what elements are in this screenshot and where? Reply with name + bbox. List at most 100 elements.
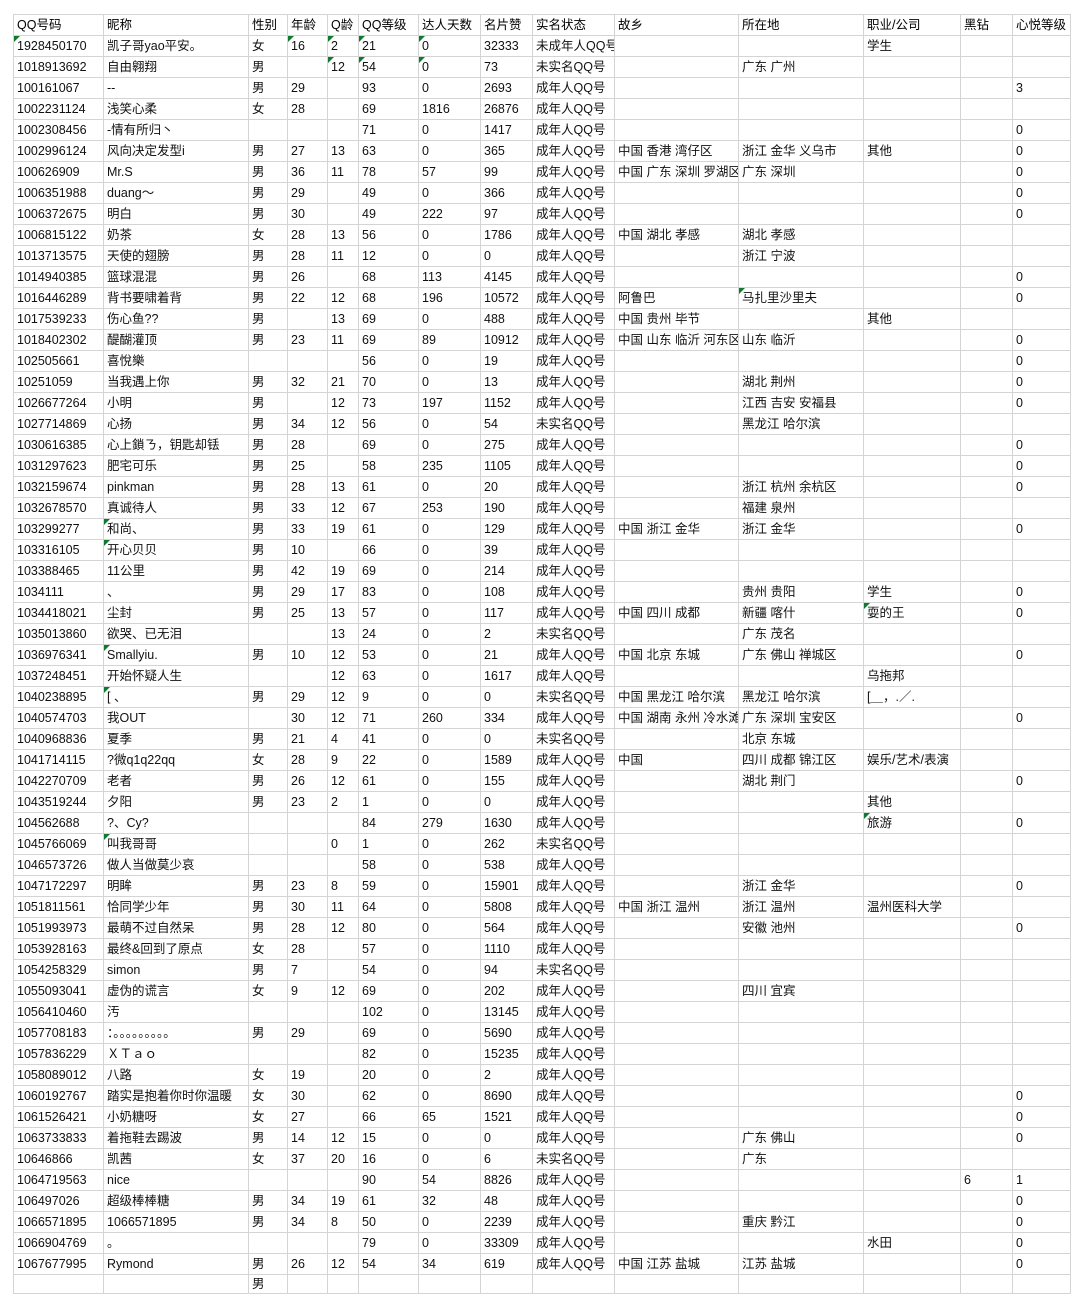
cell-darendays[interactable]: 0 (418, 791, 481, 813)
cell-gender[interactable]: 男 (248, 413, 288, 435)
cell-qq[interactable]: 1043519244 (13, 791, 104, 813)
cell-hometown[interactable] (614, 1148, 739, 1170)
cell-job[interactable] (863, 959, 961, 981)
cell-gender[interactable]: 男 (248, 1022, 288, 1044)
cell-qage[interactable] (327, 1274, 359, 1294)
table-row[interactable]: 1066904769。 79 0 33309 成年人QQ号 水田 0 (13, 1232, 1071, 1254)
cell-location[interactable] (738, 35, 864, 57)
cell-xinyue[interactable]: 0 (1012, 1085, 1071, 1107)
cell-location[interactable]: 浙江 宁波 (738, 245, 864, 267)
cell-diamond[interactable] (960, 1211, 1013, 1233)
cell-job[interactable]: 旅游 (863, 812, 961, 834)
cell-hometown[interactable]: 中国 湖南 永州 冷水滩区 (614, 707, 739, 729)
cell-hometown[interactable]: 中国 浙江 温州 (614, 896, 739, 918)
cell-age[interactable]: 34 (287, 1190, 328, 1212)
cell-location[interactable] (738, 938, 864, 960)
cell-qq[interactable]: 1053928163 (13, 938, 104, 960)
cell-qlevel[interactable]: 102 (358, 1001, 419, 1023)
cell-darendays[interactable] (418, 1274, 481, 1294)
cell-diamond[interactable] (960, 413, 1013, 435)
table-row[interactable]: 1017539233 伤心鱼?? 男 13 69 0 488 成年人QQ号 中国 贵州 毕节 其他 (13, 308, 1071, 330)
cell-hometown[interactable]: 中国 广东 深圳 罗湖区 (614, 161, 739, 183)
column-header-cardlike[interactable]: 名片赞 (480, 14, 533, 36)
cell-qq[interactable]: 103299277 (13, 518, 104, 540)
cell-qage[interactable]: 12 (327, 980, 359, 1002)
cell-realname[interactable]: 成年人QQ号 (532, 98, 615, 120)
cell-nick[interactable]: 虚伪的谎言 (103, 980, 249, 1002)
cell-cardlike[interactable]: 0 (480, 791, 533, 813)
cell-nick[interactable]: 肥宅可乐 (103, 455, 249, 477)
cell-location[interactable] (738, 1022, 864, 1044)
cell-gender[interactable] (248, 854, 288, 876)
cell-hometown[interactable] (614, 812, 739, 834)
cell-diamond[interactable] (960, 854, 1013, 876)
table-row[interactable]: 1058089012 八路女 19 20 0 2 成年人QQ号 (13, 1064, 1071, 1086)
cell-location[interactable] (738, 539, 864, 561)
cell-location[interactable] (738, 665, 864, 687)
cell-hometown[interactable] (614, 1190, 739, 1212)
cell-darendays[interactable]: 0 (418, 77, 481, 99)
cell-qq[interactable]: 1014940385 (13, 266, 104, 288)
cell-location[interactable]: 浙江 金华 (738, 518, 864, 540)
table-row[interactable]: 男 (13, 1274, 1071, 1294)
cell-location[interactable] (738, 77, 864, 99)
cell-qq[interactable]: 1006815122 (13, 224, 104, 246)
cell-qlevel[interactable]: 69 (358, 329, 419, 351)
cell-realname[interactable]: 未实名QQ号 (532, 833, 615, 855)
cell-qq[interactable]: 1034418021 (13, 602, 104, 624)
cell-diamond[interactable] (960, 1232, 1013, 1254)
cell-hometown[interactable]: 中国 (614, 749, 739, 771)
cell-qq[interactable]: 1016446289 (13, 287, 104, 309)
cell-location[interactable]: 江西 吉安 安福县 (738, 392, 864, 414)
cell-hometown[interactable] (614, 1085, 739, 1107)
cell-location[interactable] (738, 560, 864, 582)
cell-darendays[interactable]: 197 (418, 392, 481, 414)
table-row[interactable]: 1056410460 汚 102 0 13145 成年人QQ号 (13, 1001, 1071, 1023)
cell-hometown[interactable] (614, 1169, 739, 1191)
cell-darendays[interactable]: 0 (418, 434, 481, 456)
cell-gender[interactable]: 男 (248, 1253, 288, 1275)
cell-diamond[interactable] (960, 203, 1013, 225)
cell-qage[interactable] (327, 77, 359, 99)
cell-location[interactable] (738, 1106, 864, 1128)
cell-xinyue[interactable]: 0 (1012, 203, 1071, 225)
cell-diamond[interactable] (960, 77, 1013, 99)
cell-realname[interactable]: 成年人QQ号 (532, 287, 615, 309)
cell-qage[interactable]: 13 (327, 140, 359, 162)
table-row[interactable]: 1051993973 最萌不过自然呆男 28 12 80 0 564 成年人QQ号 安徽 池州 0 (13, 917, 1071, 939)
cell-darendays[interactable]: 32 (418, 1190, 481, 1212)
cell-nick[interactable]: 醍醐灌顶 (103, 329, 249, 351)
cell-darendays[interactable]: 0 (418, 1127, 481, 1149)
cell-qq[interactable]: 1041714115 (13, 749, 104, 771)
cell-job[interactable]: 学生 (863, 581, 961, 603)
table-row[interactable]: 1067677995 Rymond 男 26 12 54 34 619 成年人QQ号 中国 江苏 … (13, 1253, 1071, 1275)
cell-qage[interactable]: 12 (327, 644, 359, 666)
cell-qlevel[interactable]: 64 (358, 896, 419, 918)
cell-cardlike[interactable] (480, 1274, 533, 1294)
cell-qlevel[interactable]: 69 (358, 1022, 419, 1044)
cell-cardlike[interactable]: 13145 (480, 1001, 533, 1023)
cell-hometown[interactable] (614, 497, 739, 519)
cell-diamond[interactable] (960, 140, 1013, 162)
cell-xinyue[interactable]: 0 (1012, 1211, 1071, 1233)
cell-cardlike[interactable]: 0 (480, 245, 533, 267)
cell-qlevel[interactable] (358, 1274, 419, 1294)
cell-darendays[interactable]: 0 (418, 581, 481, 603)
cell-cardlike[interactable]: 10912 (480, 329, 533, 351)
cell-xinyue[interactable] (1012, 854, 1071, 876)
cell-qage[interactable]: 13 (327, 602, 359, 624)
cell-hometown[interactable] (614, 980, 739, 1002)
cell-xinyue[interactable] (1012, 938, 1071, 960)
cell-job[interactable] (863, 266, 961, 288)
cell-xinyue[interactable]: 0 (1012, 602, 1071, 624)
cell-location[interactable] (738, 1274, 864, 1294)
cell-job[interactable] (863, 455, 961, 477)
cell-job[interactable] (863, 1253, 961, 1275)
cell-gender[interactable]: 女 (248, 35, 288, 57)
cell-gender[interactable]: 男 (248, 56, 288, 78)
cell-cardlike[interactable]: 97 (480, 203, 533, 225)
cell-cardlike[interactable]: 0 (480, 686, 533, 708)
cell-xinyue[interactable] (1012, 497, 1071, 519)
cell-qlevel[interactable]: 59 (358, 875, 419, 897)
cell-qlevel[interactable]: 1 (358, 833, 419, 855)
